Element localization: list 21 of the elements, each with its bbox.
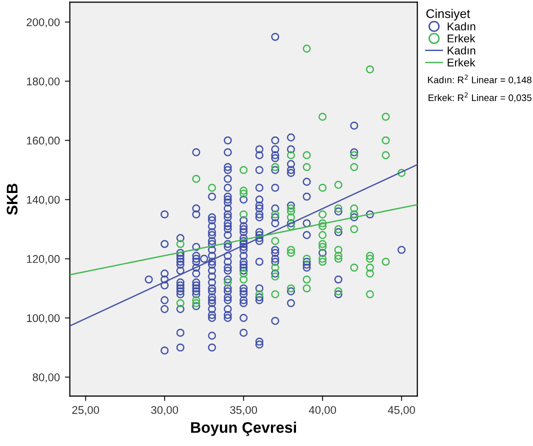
x-tick-label: 45,00: [388, 406, 416, 416]
y-tick-label: 100,00: [26, 314, 60, 324]
x-tick-label: 25,00: [72, 406, 100, 416]
legend-label: Erkek: [448, 34, 476, 42]
x-tick-label: 35,00: [230, 406, 258, 416]
y-tick-label: 120,00: [26, 255, 60, 264]
y-axis-title: SKB: [6, 184, 18, 215]
y-tick-label: 140,00: [26, 196, 60, 206]
legend-label: Erkek: [448, 58, 476, 66]
x-tick-label: 40,00: [308, 406, 336, 416]
legend-title: Cinsiyet: [426, 8, 470, 21]
legend-label: Kadın: [448, 22, 476, 30]
y-tick-label: 180,00: [26, 78, 60, 87]
x-axis-title: Boyun Çevresi: [191, 422, 296, 436]
y-tick-label: 160,00: [26, 136, 60, 146]
y-tick-label: 200,00: [26, 18, 60, 28]
text: Kadın: R$^{2}$ Linear = 0,148: [428, 74, 532, 84]
y-tick-label: 80,00: [32, 373, 60, 383]
legend-label: Kadın: [448, 46, 476, 54]
text: Erkek: R$^{2}$ Linear = 0,035: [428, 92, 532, 102]
x-tick-label: 30,00: [151, 406, 178, 416]
